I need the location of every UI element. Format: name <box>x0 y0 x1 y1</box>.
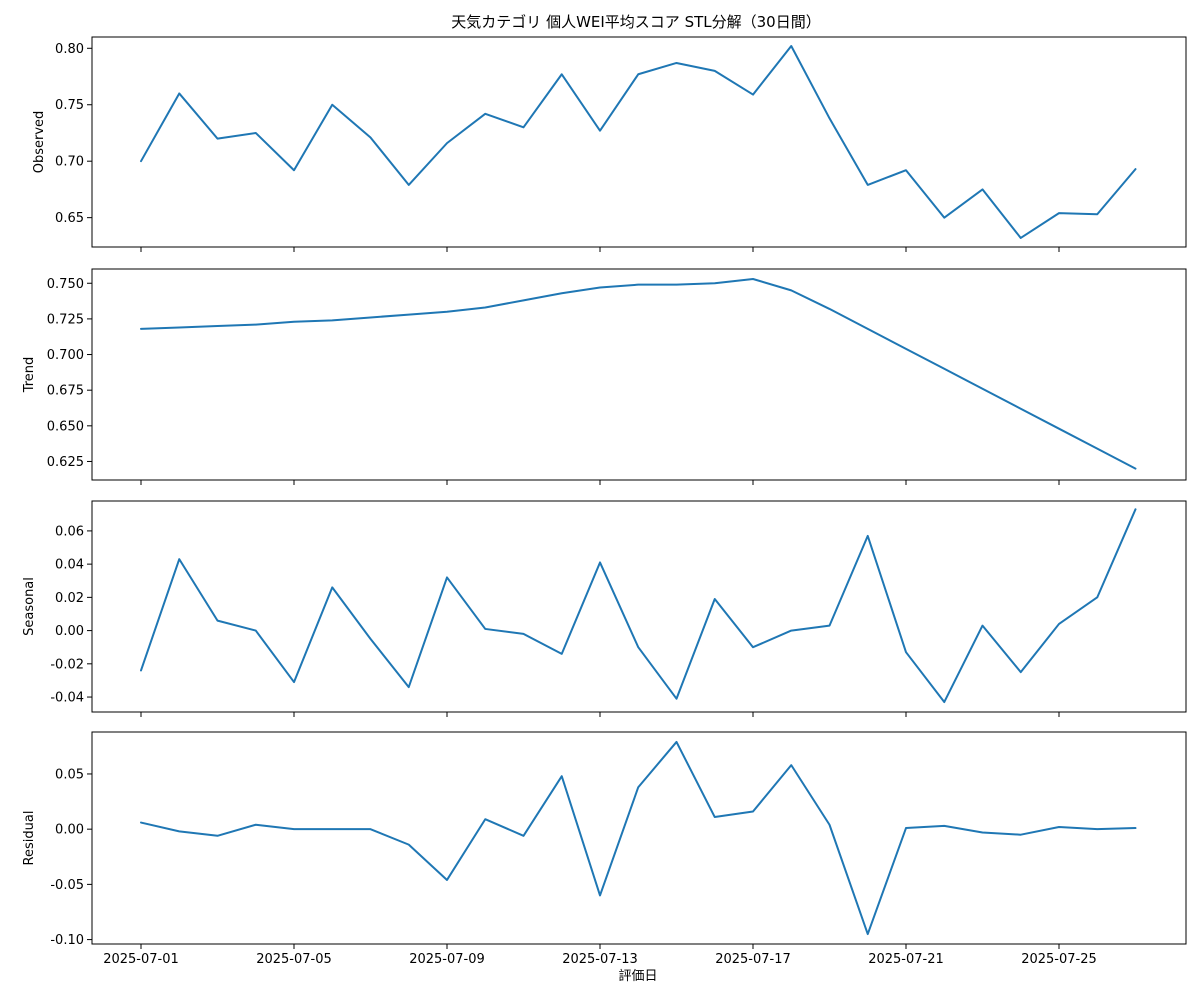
y-tick-label: 0.04 <box>55 558 84 573</box>
panels-group: 0.650.700.750.80Observed0.6250.6500.6750… <box>22 36 1187 967</box>
y-tick-label: -0.02 <box>50 657 84 672</box>
x-tick-label: 2025-07-21 <box>868 952 944 967</box>
y-axis-label: Observed <box>32 111 47 174</box>
x-axis-label: 評価日 <box>618 969 657 984</box>
y-tick-label: 0.75 <box>55 98 84 113</box>
axes-frame <box>91 36 1187 248</box>
series-line-trend <box>140 277 1137 470</box>
series-line-observed <box>140 45 1137 239</box>
y-tick-label: 0.05 <box>55 767 84 782</box>
y-tick-label: 0.750 <box>47 277 84 292</box>
y-tick-label: 0.625 <box>47 455 84 470</box>
y-tick-label: 0.725 <box>47 312 84 327</box>
x-tick-label: 2025-07-25 <box>1021 952 1097 967</box>
y-tick-label: 0.02 <box>55 591 84 606</box>
series-line-residual <box>140 740 1137 936</box>
x-tick-label: 2025-07-05 <box>256 952 332 967</box>
y-tick-label: -0.10 <box>50 933 84 948</box>
y-tick-label: 0.70 <box>55 155 84 170</box>
y-tick-label: 0.06 <box>55 524 84 539</box>
panel-residual: -0.10 -0.05 0.00 0.05 Residual 2025-07-01 2025… <box>22 731 1187 967</box>
y-tick-label: 0.650 <box>47 419 84 434</box>
x-tick-label: 2025-07-01 <box>103 952 179 967</box>
axes-frame <box>91 731 1187 945</box>
x-tick-label: 2025-07-13 <box>562 952 638 967</box>
y-tick-label: 0.65 <box>55 211 84 226</box>
y-tick-label: 0.700 <box>47 348 84 363</box>
panel-trend: 0.625 0.650 0.675 0.700 0.725 0.750 Trend <box>22 268 1187 485</box>
y-tick-label: -0.04 <box>50 691 84 706</box>
y-tick-label: 0.80 <box>55 42 84 57</box>
y-tick-label: -0.05 <box>50 878 84 893</box>
series-line-seasonal <box>140 508 1137 704</box>
y-axis-label: Seasonal <box>22 577 37 636</box>
panel-seasonal: -0.04 -0.02 0.00 0.02 0.04 0.06 Seasonal <box>22 500 1187 717</box>
axes-frame <box>91 500 1187 713</box>
axes-frame <box>91 268 1187 481</box>
chart-title: 天気カテゴリ 個人WEI平均スコア STL分解（30日間） <box>451 13 820 31</box>
panel-observed: 0.65 0.70 0.75 0.80 Observed <box>32 36 1187 252</box>
y-tick-label: 0.00 <box>55 823 84 838</box>
y-axis-label: Trend <box>22 357 37 394</box>
x-tick-label: 2025-07-09 <box>409 952 485 967</box>
x-tick-label: 2025-07-17 <box>715 952 791 967</box>
y-tick-label: 0.00 <box>55 624 84 639</box>
y-tick-label: 0.675 <box>47 384 84 399</box>
y-axis-label: Residual <box>22 811 37 866</box>
